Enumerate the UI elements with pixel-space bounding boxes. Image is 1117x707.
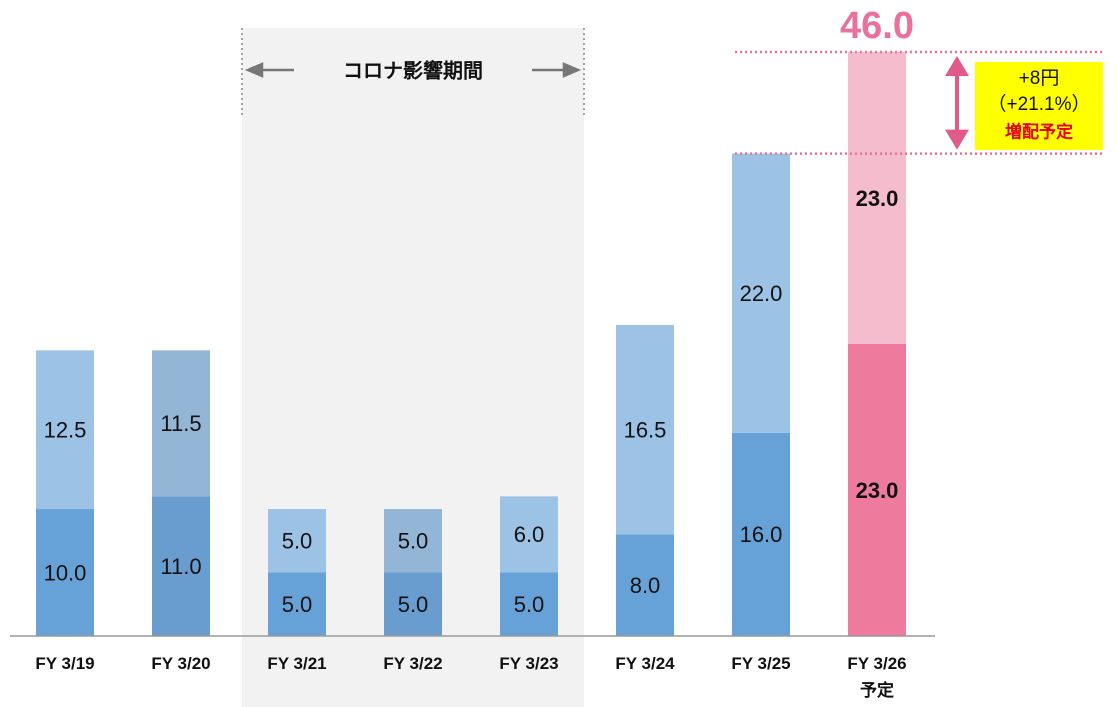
bar-segment: [384, 572, 442, 636]
x-tick-label: FY 3/23: [499, 654, 559, 673]
arrow-right: [532, 62, 582, 78]
value-label: 23.0: [856, 186, 899, 211]
x-tick-label: FY 3/26 予定: [847, 654, 907, 700]
bar-segment: [848, 344, 906, 636]
bar-segment: [500, 496, 558, 573]
value-label: 5.0: [514, 592, 545, 617]
value-label: 5.0: [398, 529, 429, 554]
value-label: 23.0: [856, 478, 899, 503]
value-label: 6.0: [514, 522, 545, 547]
value-label: 5.0: [282, 529, 313, 554]
bar-segment: [732, 432, 790, 636]
value-label: 8.0: [630, 573, 661, 598]
callout-text: （+21.1%）: [988, 93, 1091, 115]
highlight-label: コロナ影響期間: [343, 58, 483, 82]
bar-segment: [152, 350, 210, 497]
bar-segment: [500, 572, 558, 636]
x-tick-label: FY 3/22: [383, 654, 443, 673]
x-tick-label: FY 3/25: [731, 654, 791, 673]
value-label: 12.5: [44, 418, 87, 443]
bar-segment: [152, 496, 210, 636]
value-label: 11.0: [160, 554, 201, 579]
bar-segment: [616, 534, 674, 636]
callout-text: 増配予定: [1005, 121, 1073, 141]
value-label: 10.0: [44, 560, 87, 585]
bar-segment: [36, 509, 94, 636]
total-label: 46.0: [840, 5, 914, 47]
x-tick-label: FY 3/24: [615, 654, 675, 673]
bar-segment: [848, 52, 906, 344]
value-label: 11.5: [160, 411, 201, 436]
x-tick-label: FY 3/19: [35, 654, 95, 673]
bar-segment: [732, 153, 790, 433]
arrow-head-top: [945, 56, 969, 76]
x-tick-label: FY 3/20: [151, 654, 211, 673]
arrow-left: [244, 62, 294, 78]
bar-segment: [616, 324, 674, 535]
bar-segment: [36, 350, 94, 510]
callout-box: [975, 62, 1103, 150]
bar-segment: [384, 509, 442, 573]
x-tick-label: FY 3/21: [267, 654, 327, 673]
value-label: 22.0: [740, 281, 783, 306]
value-label: 5.0: [282, 592, 313, 617]
value-label: 16.0: [740, 522, 783, 547]
bar-segment: [268, 509, 326, 573]
value-label: 16.5: [624, 418, 667, 443]
value-label: 5.0: [398, 592, 429, 617]
callout-text: +8円: [1019, 68, 1060, 89]
arrow-head-bottom: [945, 129, 969, 150]
bar-segment: [268, 572, 326, 636]
